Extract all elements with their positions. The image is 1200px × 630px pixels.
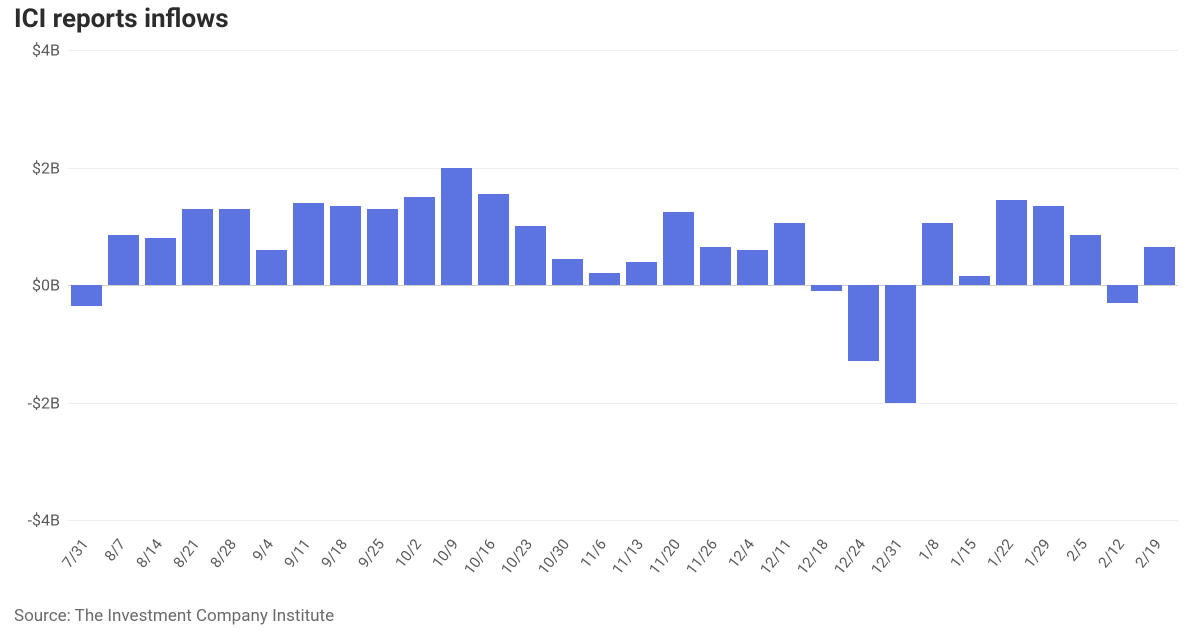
- x-tick-label: 1/29: [1020, 535, 1054, 571]
- chart-plot-area: [68, 50, 1178, 520]
- bar: [737, 250, 767, 285]
- x-tick-label: 11/6: [576, 535, 610, 571]
- x-tick-label: 8/14: [132, 535, 166, 571]
- bar: [885, 285, 915, 403]
- x-tick-label: 12/4: [724, 535, 758, 571]
- bar: [848, 285, 878, 361]
- x-tick-label: 2/5: [1062, 535, 1090, 564]
- bar: [774, 223, 804, 285]
- bar: [922, 223, 952, 285]
- x-tick-label: 11/13: [608, 535, 647, 578]
- bar: [330, 206, 360, 285]
- bar: [441, 168, 471, 286]
- y-tick-label: -$4B: [10, 511, 60, 530]
- x-tick-label: 1/8: [914, 535, 942, 564]
- x-tick-label: 12/31: [867, 535, 906, 578]
- bar: [108, 235, 138, 285]
- x-tick-label: 8/7: [100, 535, 128, 564]
- x-tick-label: 7/31: [58, 535, 92, 571]
- x-tick-label: 12/24: [830, 535, 869, 578]
- y-tick-label: -$2B: [10, 393, 60, 412]
- bar: [663, 212, 693, 285]
- x-tick-label: 10/2: [391, 535, 425, 571]
- x-tick-label: 10/30: [534, 535, 573, 578]
- bar: [959, 276, 989, 285]
- x-tick-label: 10/16: [460, 535, 499, 578]
- bar: [1070, 235, 1100, 285]
- x-tick-label: 9/4: [248, 535, 276, 564]
- y-tick-label: $0B: [10, 276, 60, 295]
- y-gridline: [68, 168, 1178, 169]
- bar: [1107, 285, 1137, 303]
- x-tick-label: 2/12: [1094, 535, 1128, 571]
- x-tick-label: 9/11: [280, 535, 314, 571]
- bar: [996, 200, 1026, 285]
- bar: [404, 197, 434, 285]
- chart-source: Source: The Investment Company Institute: [14, 606, 334, 626]
- bar: [1144, 247, 1174, 285]
- y-gridline: [68, 285, 1178, 286]
- x-tick-label: 10/9: [428, 535, 462, 571]
- chart-container: ICI reports inflows Source: The Investme…: [0, 0, 1200, 630]
- y-gridline: [68, 520, 1178, 521]
- bar: [700, 247, 730, 285]
- bar: [552, 259, 582, 285]
- bar: [71, 285, 101, 306]
- bar: [182, 209, 212, 285]
- x-tick-label: 11/26: [682, 535, 721, 578]
- bar: [145, 238, 175, 285]
- x-tick-label: 8/28: [206, 535, 240, 571]
- bar: [367, 209, 397, 285]
- x-tick-label: 1/15: [946, 535, 980, 571]
- x-tick-label: 9/18: [317, 535, 351, 571]
- bar: [626, 262, 656, 286]
- x-tick-label: 2/19: [1131, 535, 1165, 571]
- x-tick-label: 8/21: [169, 535, 203, 571]
- x-tick-label: 9/25: [354, 535, 388, 571]
- x-tick-label: 1/22: [983, 535, 1017, 571]
- bar: [589, 273, 619, 285]
- bar: [1033, 206, 1063, 285]
- x-tick-label: 12/18: [793, 535, 832, 578]
- y-gridline: [68, 50, 1178, 51]
- y-tick-label: $4B: [10, 41, 60, 60]
- bar: [478, 194, 508, 285]
- bar: [219, 209, 249, 285]
- y-gridline: [68, 403, 1178, 404]
- y-tick-label: $2B: [10, 158, 60, 177]
- bar: [256, 250, 286, 285]
- x-tick-label: 10/23: [497, 535, 536, 578]
- chart-title: ICI reports inflows: [14, 4, 229, 34]
- x-tick-label: 12/11: [756, 535, 795, 578]
- x-tick-label: 11/20: [645, 535, 684, 578]
- bar: [515, 226, 545, 285]
- bar: [293, 203, 323, 285]
- bar: [811, 285, 841, 291]
